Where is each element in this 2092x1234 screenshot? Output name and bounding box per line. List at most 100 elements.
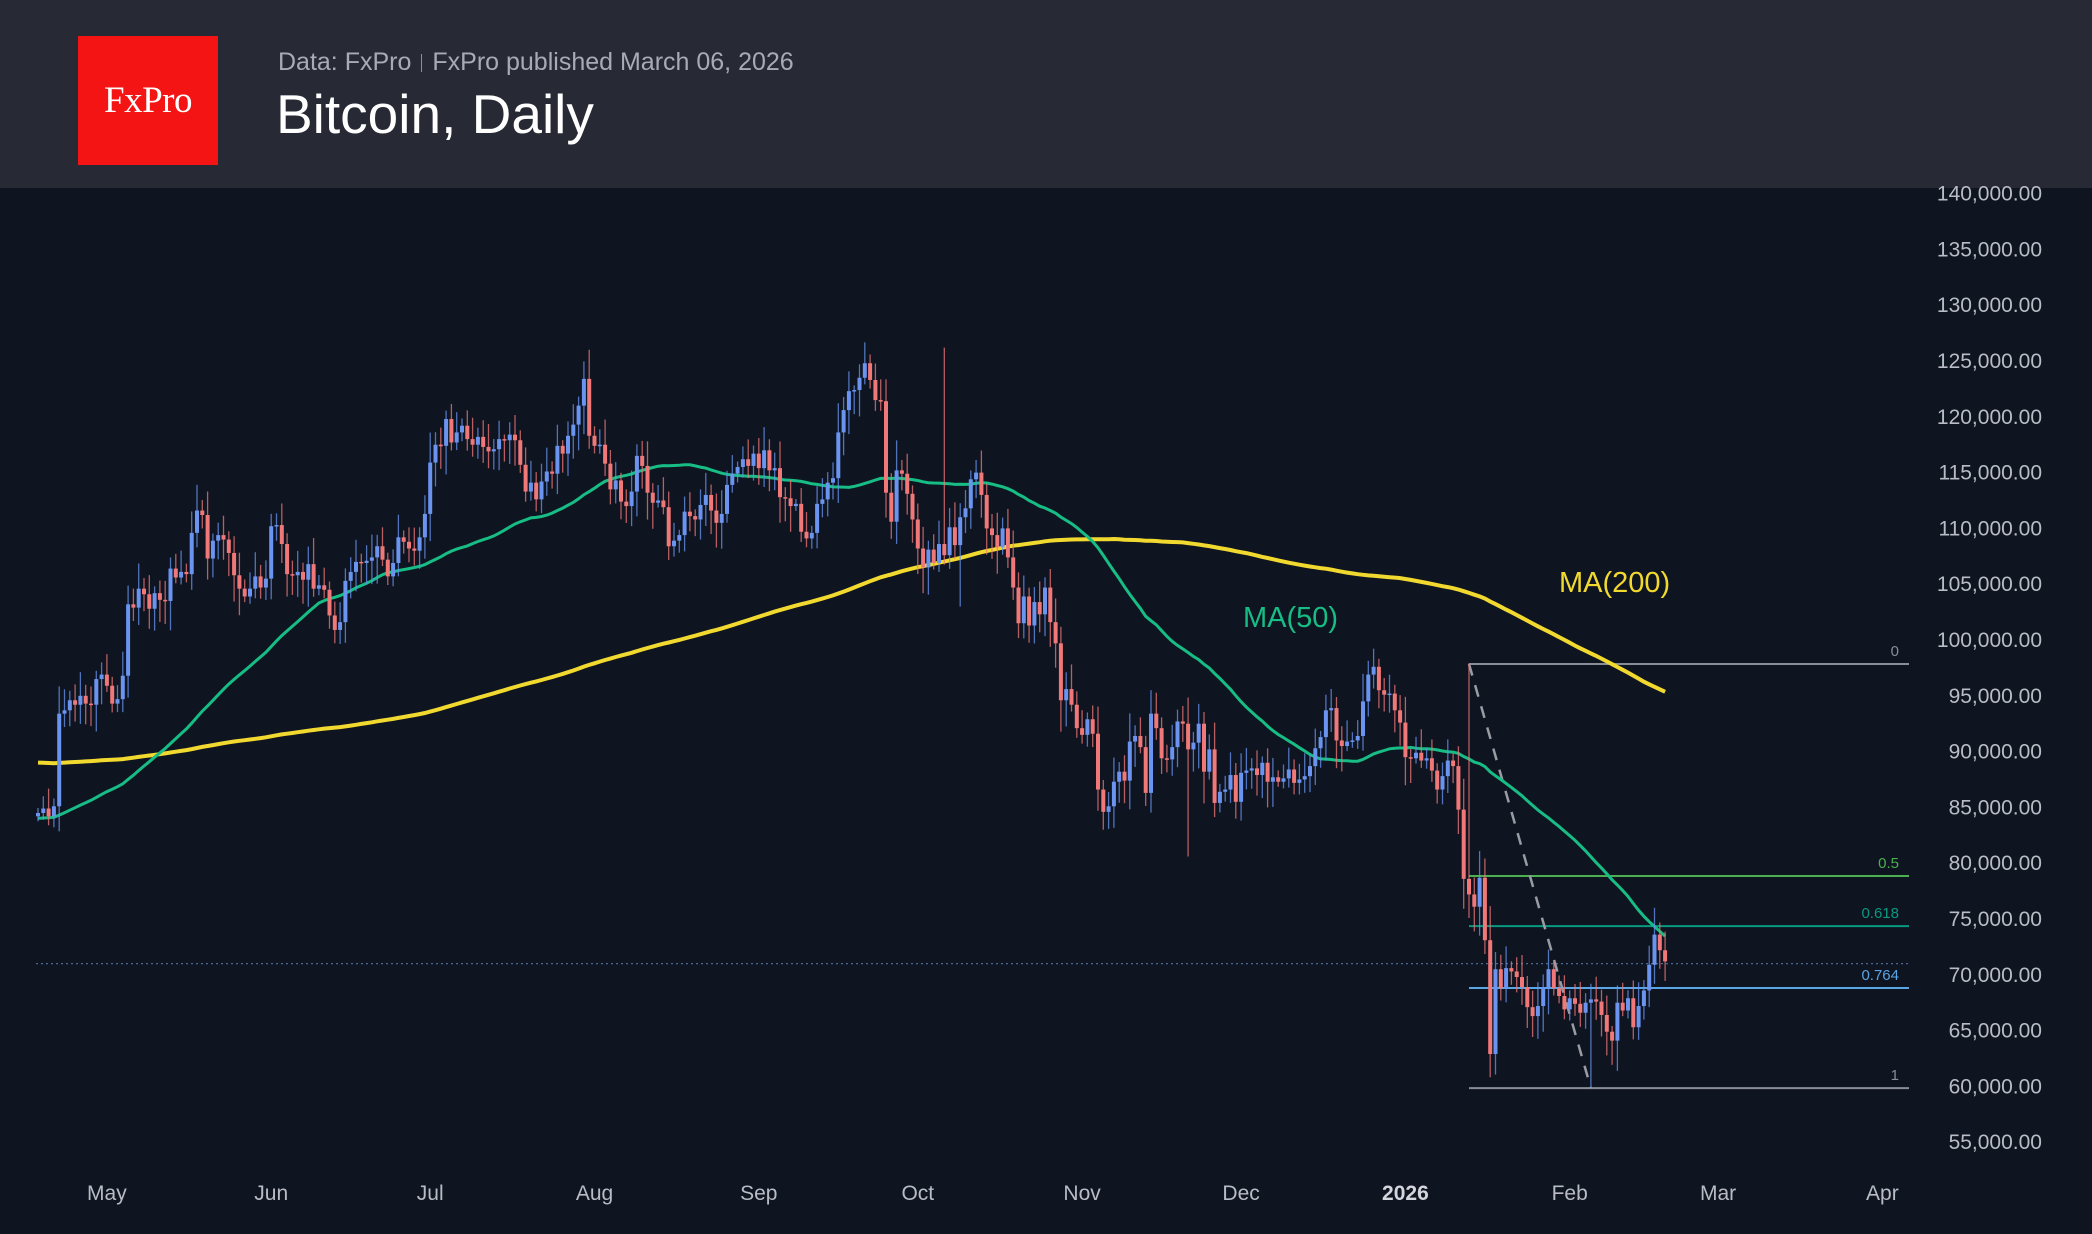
candle[interactable] [1323,694,1328,761]
candle[interactable] [677,529,682,553]
candle[interactable] [242,579,247,603]
candle[interactable] [444,410,449,475]
candle[interactable] [1477,851,1482,936]
candle[interactable] [327,581,332,629]
candle[interactable] [640,440,645,489]
candle[interactable] [120,651,125,713]
ma200-line[interactable] [37,536,1666,766]
candle[interactable] [698,489,703,540]
candle[interactable] [1610,1025,1615,1065]
candle[interactable] [1435,763,1440,804]
candle[interactable] [126,585,131,698]
candle[interactable] [576,396,581,451]
candle[interactable] [979,450,984,518]
candle[interactable] [666,491,671,560]
candle[interactable] [772,452,777,491]
candle[interactable] [189,511,194,590]
candle[interactable] [1308,754,1312,793]
candle[interactable] [1329,688,1334,732]
candle[interactable] [1467,663,1471,918]
candle[interactable] [990,514,994,559]
candle[interactable] [1504,946,1509,1003]
candle[interactable] [1117,762,1122,803]
candle[interactable] [1249,758,1254,789]
candle[interactable] [1281,764,1286,789]
candle[interactable] [1043,577,1047,637]
candle[interactable] [274,513,279,541]
candle[interactable] [862,342,867,385]
candle[interactable] [1498,954,1503,1001]
candle[interactable] [1048,568,1053,647]
candle[interactable] [157,580,162,623]
candle[interactable] [1620,982,1625,1017]
candle[interactable] [1429,739,1434,782]
candle[interactable] [433,432,438,487]
candle[interactable] [1154,692,1159,740]
candle[interactable] [1461,778,1466,909]
candle[interactable] [656,484,661,508]
candle[interactable] [1175,709,1180,768]
candle[interactable] [364,545,369,585]
candle[interactable] [1005,508,1010,568]
candle[interactable] [449,403,454,451]
ma50-line[interactable] [37,463,1667,938]
candle[interactable] [1196,703,1201,769]
candle[interactable] [417,527,422,569]
candle[interactable] [1445,739,1450,794]
candle[interactable] [1414,736,1418,764]
candle[interactable] [1376,658,1381,709]
candle[interactable] [1080,710,1085,744]
candle[interactable] [354,539,358,592]
candle[interactable] [210,533,215,578]
candle[interactable] [311,538,316,597]
candle[interactable] [926,540,931,595]
candle[interactable] [1551,961,1556,996]
candle[interactable] [1255,750,1259,796]
candle[interactable] [645,441,650,520]
candle[interactable] [767,439,772,492]
candle[interactable] [1133,725,1138,767]
candle[interactable] [152,586,157,631]
candle[interactable] [89,686,93,727]
candle[interactable] [714,493,719,548]
candle[interactable] [1127,713,1132,810]
candle[interactable] [322,567,327,599]
candle[interactable] [1599,989,1604,1037]
candle[interactable] [831,462,835,500]
candle[interactable] [491,439,496,470]
candle[interactable] [899,460,904,491]
candle[interactable] [1286,747,1291,788]
candle[interactable] [1000,517,1005,555]
candle[interactable] [1626,990,1630,1019]
candle[interactable] [470,417,475,457]
candle[interactable] [1657,922,1662,969]
candle[interactable] [41,796,46,820]
candlestick-series[interactable] [36,342,1668,1088]
candle[interactable] [232,536,237,602]
candle[interactable] [1186,697,1191,857]
candle[interactable] [1207,734,1212,780]
candle[interactable] [385,552,390,586]
candle[interactable] [306,546,311,607]
candle[interactable] [597,429,602,454]
candle[interactable] [894,440,899,544]
candle[interactable] [359,553,364,583]
candle[interactable] [73,684,78,722]
candle[interactable] [756,438,761,485]
candle[interactable] [873,363,878,411]
candle[interactable] [269,513,274,600]
candle[interactable] [1371,648,1376,689]
candle[interactable] [1588,983,1593,1088]
candle[interactable] [1530,990,1535,1037]
candle[interactable] [1318,730,1323,768]
candle[interactable] [1202,712,1206,804]
candle[interactable] [1472,877,1477,932]
candle[interactable] [1541,974,1546,1032]
candle[interactable] [735,461,740,483]
candle[interactable] [968,470,973,529]
candle[interactable] [1615,985,1620,1071]
candle[interactable] [83,684,88,725]
candle[interactable] [534,472,539,512]
candle[interactable] [523,447,528,502]
candle[interactable] [1164,744,1169,773]
